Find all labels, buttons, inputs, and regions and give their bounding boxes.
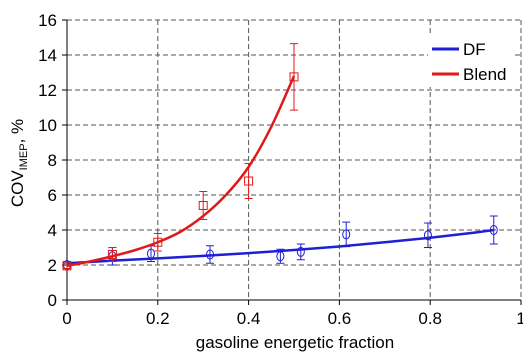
y-tick-label: 2	[48, 256, 57, 275]
data-point-df	[342, 229, 351, 240]
data-point-blend	[198, 201, 208, 210]
y-tick-label: 8	[48, 151, 57, 170]
tick-labels: 0 2 4 6 8 10 12 14 16 0 0.2 0.4 0.6 0.8 1	[38, 11, 523, 328]
y-tick-label: 4	[48, 221, 57, 240]
x-tick-label: 0.4	[237, 309, 261, 328]
series-df	[63, 215, 498, 270]
y-axis-title-subscript: IMEP	[18, 143, 30, 170]
fit-line-df	[66, 228, 494, 265]
legend-label-df: DF	[463, 40, 486, 59]
fit-line-blend	[66, 75, 296, 268]
data-point-df	[296, 246, 305, 257]
x-tick-label: 0.2	[146, 309, 170, 328]
x-tick-label: 0	[62, 309, 71, 328]
y-tick-label: 6	[48, 186, 57, 205]
y-axis-title: COVIMEP, %	[8, 119, 30, 207]
axes	[62, 19, 522, 305]
data-point-blend	[244, 176, 254, 186]
series-layer	[62, 43, 498, 271]
data-point-df	[423, 230, 432, 241]
x-axis-title: gasoline energetic fraction	[196, 333, 394, 352]
y-axis-title-main: COV	[8, 170, 27, 208]
x-tick-label: 0.8	[418, 309, 442, 328]
series-blend	[62, 43, 299, 271]
data-point-blend	[153, 237, 163, 247]
x-tick-label: 1	[516, 309, 523, 328]
y-axis-title-suffix: , %	[8, 119, 27, 144]
data-point-blend	[289, 72, 299, 82]
legend: DF Blend	[428, 35, 513, 87]
legend-box	[428, 35, 513, 87]
y-tick-label: 10	[38, 116, 57, 135]
x-tick-label: 0.6	[328, 309, 352, 328]
y-tick-label: 14	[38, 46, 57, 65]
y-tick-label: 12	[38, 81, 57, 100]
legend-label-blend: Blend	[463, 65, 506, 84]
y-tick-label: 16	[38, 11, 57, 30]
y-tick-label: 0	[48, 291, 57, 310]
